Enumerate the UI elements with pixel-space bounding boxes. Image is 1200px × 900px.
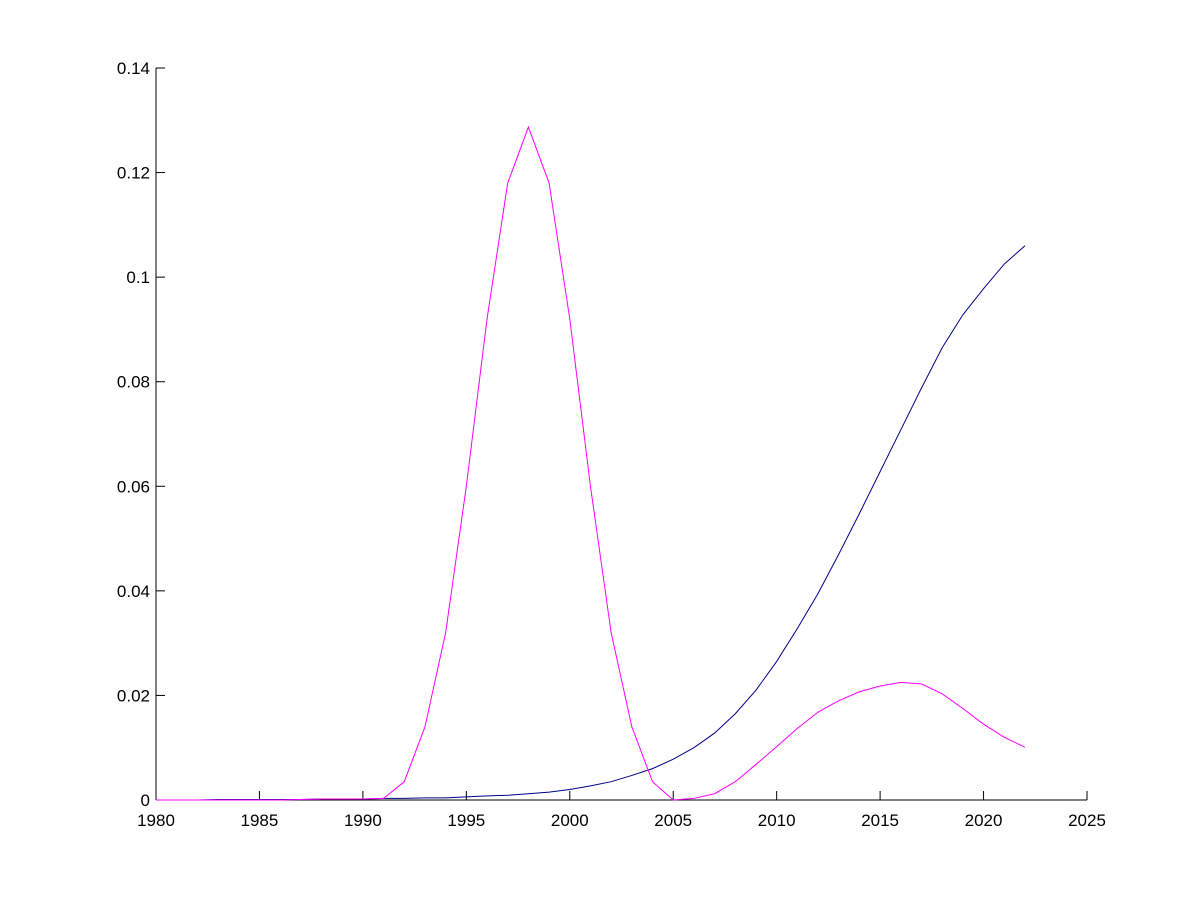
x-tick-label: 1980 — [137, 811, 175, 830]
y-tick-label: 0.06 — [117, 477, 150, 496]
x-tick-label: 1995 — [447, 811, 485, 830]
x-tick-label: 2010 — [758, 811, 796, 830]
x-tick-label: 1985 — [241, 811, 279, 830]
y-tick-label: 0.08 — [117, 373, 150, 392]
y-tick-label: 0.02 — [117, 686, 150, 705]
x-tick-label: 2020 — [965, 811, 1003, 830]
y-tick-label: 0 — [141, 791, 150, 810]
y-tick-label: 0.12 — [117, 164, 150, 183]
y-tick-label: 0.1 — [126, 268, 150, 287]
y-tick-label: 0.04 — [117, 582, 150, 601]
x-tick-label: 2000 — [551, 811, 589, 830]
x-tick-label: 2005 — [654, 811, 692, 830]
y-tick-label: 0.14 — [117, 59, 150, 78]
x-tick-label: 2025 — [1068, 811, 1106, 830]
x-tick-label: 1990 — [344, 811, 382, 830]
series-line — [156, 125, 1026, 801]
series-line — [156, 245, 1026, 801]
x-tick-label: 2015 — [861, 811, 899, 830]
